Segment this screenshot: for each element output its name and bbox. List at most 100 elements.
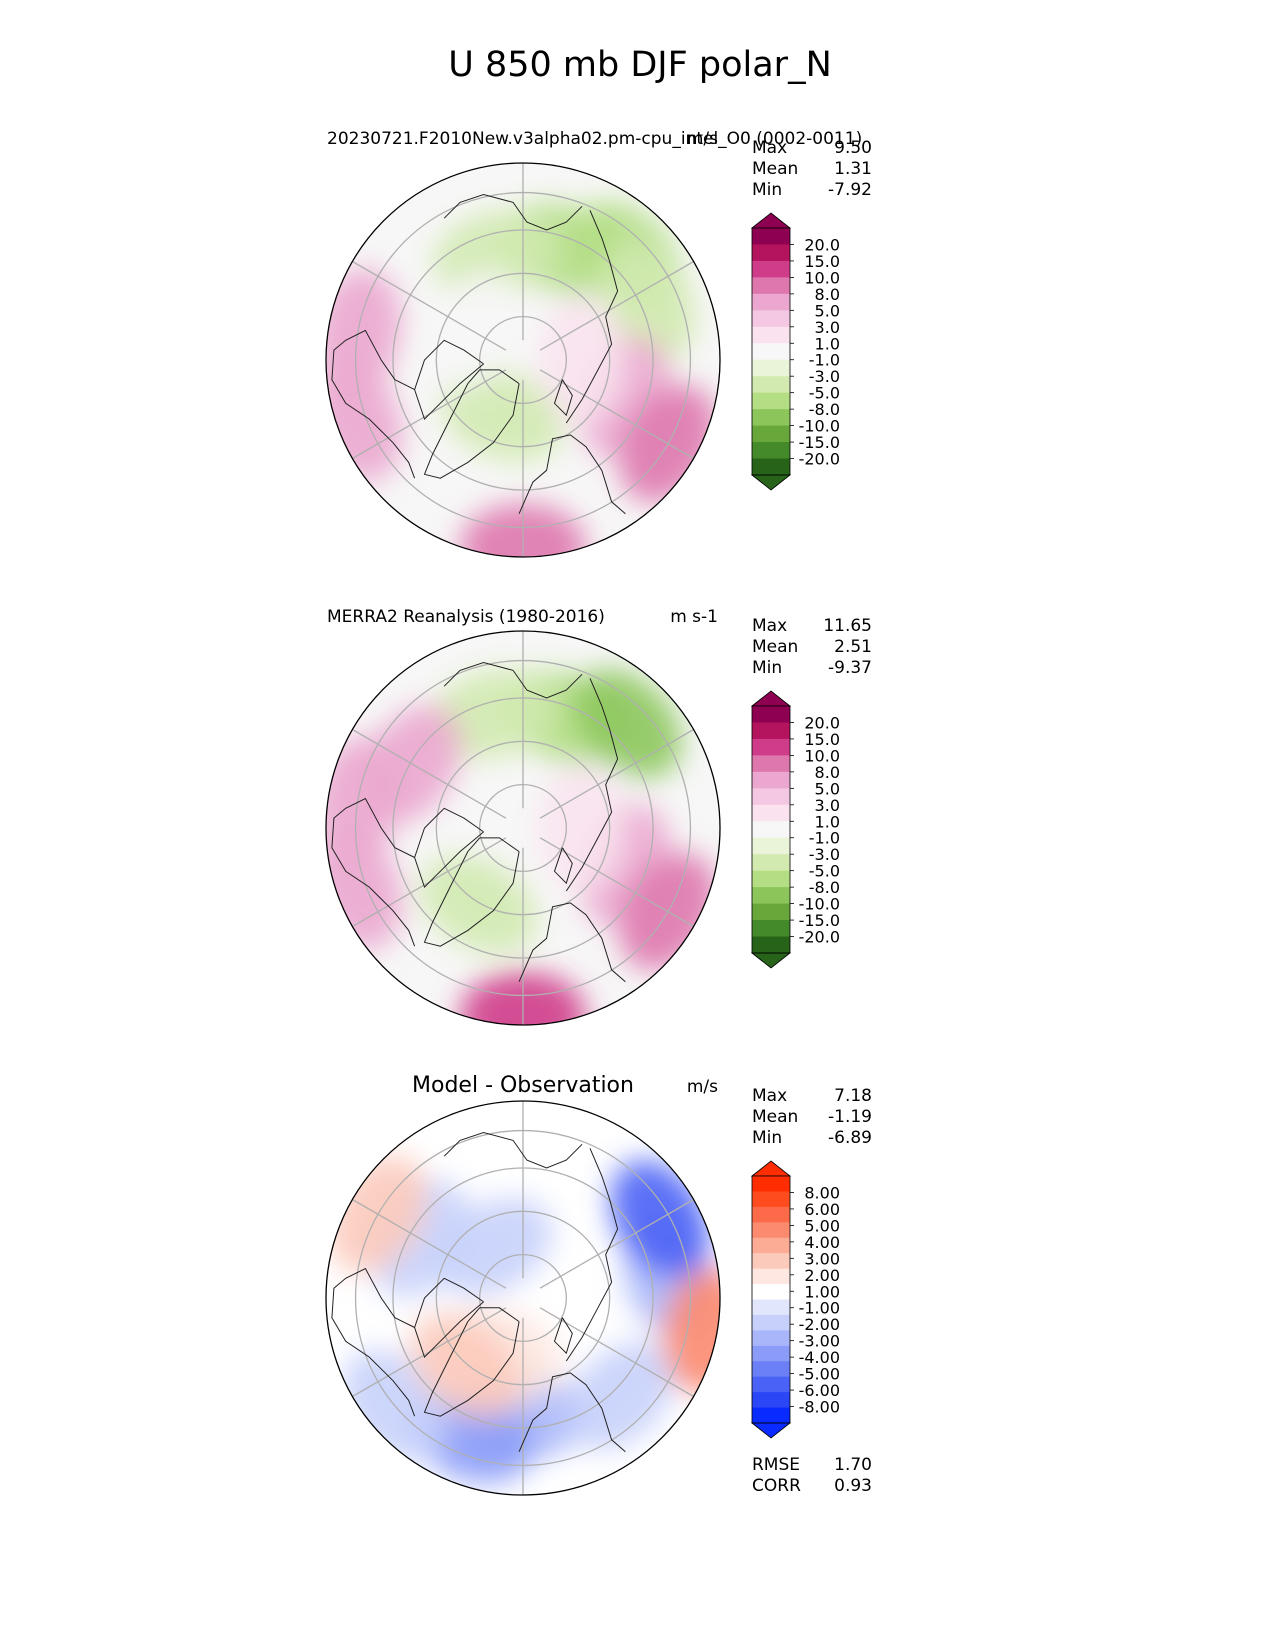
coastline <box>553 1317 573 1355</box>
colorbar-tick-label: 8.00 <box>804 1183 840 1202</box>
colorbar-tick-label: 3.0 <box>815 318 840 337</box>
colorbar-tick-label: -8.0 <box>809 400 840 419</box>
colorbar-tick-label: 5.0 <box>815 779 840 798</box>
stat-value-max: 9.50 <box>834 138 872 158</box>
colorbar-tick-label: 8.0 <box>815 285 840 304</box>
colorbar-segment <box>752 821 790 839</box>
coastline <box>565 210 619 424</box>
coastline <box>331 329 416 479</box>
colorbar-segment <box>752 1376 790 1393</box>
coastline <box>423 369 520 479</box>
polar-map <box>326 631 720 1025</box>
colorbar-tick-label: 20.0 <box>804 235 840 254</box>
stat-label-max: Max <box>752 1086 787 1106</box>
colorbar-tick-label: -10.0 <box>799 895 840 914</box>
colorbar-tick-label: 3.00 <box>804 1249 840 1268</box>
coastline <box>443 1131 583 1169</box>
colorbar-extend-min <box>750 474 792 491</box>
coastline <box>518 1372 626 1453</box>
field-cell <box>600 241 696 362</box>
colorbar-tick-label: -1.0 <box>809 351 840 370</box>
colorbar-tick-label: 4.00 <box>804 1233 840 1252</box>
colorbar-tick-label: 20.0 <box>804 713 840 732</box>
colorbar-tick-label: -3.0 <box>809 845 840 864</box>
colorbar-tick-label: 1.00 <box>804 1282 840 1301</box>
meridian-line <box>539 260 694 351</box>
coastline <box>518 434 626 515</box>
colorbar-segment <box>752 722 790 740</box>
score-value-rmse: 1.70 <box>834 1455 872 1475</box>
colorbar-segment <box>752 458 790 476</box>
colorbar-segment <box>752 870 790 888</box>
field-anomalies <box>326 201 718 557</box>
colorbar-segment <box>752 1191 790 1208</box>
coastline <box>443 193 583 231</box>
chart-panel-2: MERRA2 Reanalysis (1980-2016) m s-1 Max 11.… <box>325 607 872 1026</box>
colorbar-segment <box>752 1268 790 1285</box>
colorbar-segment <box>752 1330 790 1347</box>
colorbar-tick-label: 3.0 <box>815 796 840 815</box>
stat-label-mean: Mean <box>752 637 798 657</box>
colorbar-segment <box>752 442 790 460</box>
colorbar-segment <box>752 1237 790 1254</box>
stat-value-mean: 1.31 <box>834 159 872 179</box>
chart-panel-3: Model - Observation m/s Max 7.18 Mean -1.19 Mi… <box>325 1073 872 1496</box>
colorbar-segment <box>752 359 790 377</box>
colorbar-segment <box>752 920 790 938</box>
stat-value-min: -7.92 <box>828 180 872 200</box>
colorbar-tick-label: -10.0 <box>799 417 840 436</box>
colorbar-segment <box>752 425 790 443</box>
colorbar-tick-label: -15.0 <box>799 433 840 452</box>
colorbar-tick-label: -6.00 <box>799 1381 840 1400</box>
field-cell <box>433 210 557 301</box>
panel-title: MERRA2 Reanalysis (1980-2016) <box>327 607 605 627</box>
colorbar-segment <box>752 854 790 872</box>
panel-title: 20230721.F2010New.v3alpha02.pm-cpu_intel… <box>327 129 862 149</box>
colorbar-tick-label: -5.0 <box>809 862 840 881</box>
stat-value-mean: 2.51 <box>834 637 872 657</box>
colorbar-segment <box>752 1392 790 1409</box>
colorbar: 8.006.005.004.003.002.001.00-1.00-2.00-3… <box>750 1160 840 1439</box>
colorbar-segment <box>752 260 790 278</box>
colorbar-segment <box>752 738 790 756</box>
graticule <box>352 163 694 557</box>
colorbar-tick-label: -4.00 <box>799 1348 840 1367</box>
stat-label-max: Max <box>752 616 787 636</box>
colorbar-segment <box>752 228 790 245</box>
colorbar-tick-label: 2.00 <box>804 1266 840 1285</box>
colorbar-extend-min <box>750 1422 792 1439</box>
map-boundary <box>325 630 721 1026</box>
colorbar-tick-label: -3.00 <box>799 1332 840 1351</box>
coastline <box>331 1267 416 1417</box>
colorbar-segment <box>752 1176 790 1192</box>
colorbar-tick-label: -1.00 <box>799 1299 840 1318</box>
colorbar-tick-label: -2.00 <box>799 1315 840 1334</box>
colorbar-segment <box>752 1299 790 1316</box>
colorbar-segment <box>752 887 790 905</box>
colorbar-tick-label: 1.0 <box>815 812 840 831</box>
colorbar-extend-max <box>750 212 792 229</box>
meridian-line <box>352 728 507 819</box>
score-value-corr: 0.93 <box>834 1476 872 1496</box>
stat-value-max: 7.18 <box>834 1086 872 1106</box>
stat-label-min: Min <box>752 180 782 200</box>
colorbar-frame <box>751 227 791 476</box>
colorbar-segment <box>752 376 790 394</box>
field-cell <box>410 1313 522 1419</box>
meridian-line <box>352 1198 507 1289</box>
panel-title: Model - Observation <box>412 1073 634 1098</box>
colorbar-segment <box>752 771 790 789</box>
coastline <box>565 1148 619 1362</box>
colorbar-tick-label: -1.0 <box>809 829 840 848</box>
polar-map <box>326 1101 720 1495</box>
stat-value-min: -6.89 <box>828 1128 872 1148</box>
colorbar-segment <box>752 343 790 361</box>
stat-value-mean: -1.19 <box>828 1107 872 1127</box>
field-cell <box>566 1341 675 1450</box>
map-boundary <box>325 162 721 558</box>
colorbar-frame <box>751 1175 791 1424</box>
colorbar-tick-label: 6.00 <box>804 1200 840 1219</box>
units-label: m s-1 <box>670 607 718 627</box>
colorbar-segment <box>752 1284 790 1300</box>
colorbar-tick-label: 5.00 <box>804 1216 840 1235</box>
